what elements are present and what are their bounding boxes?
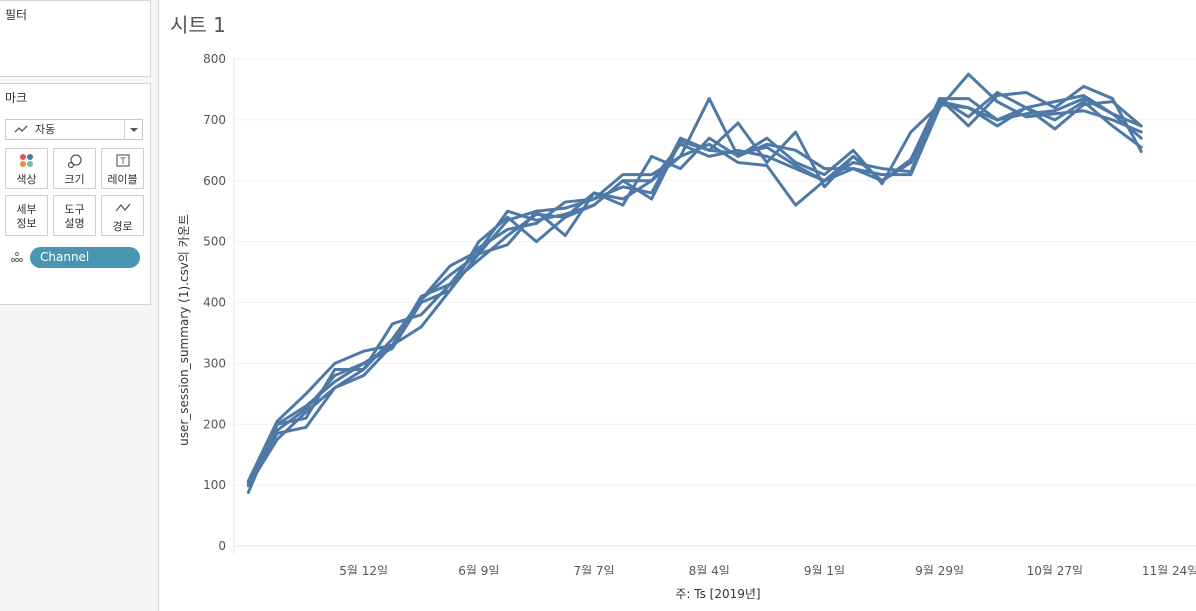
y-tick-label: 600 [203,174,226,188]
size-button-label: 크기 [64,173,85,186]
x-tick-label: 7월 7일 [573,564,614,575]
filters-title: 필터 [5,8,28,22]
label-button-label: 레이블 [107,173,138,186]
x-tick-label: 9월 29일 [915,564,964,575]
x-tick-label: 11월 24일 [1142,564,1196,575]
x-tick-label: 6월 9일 [458,564,499,575]
path-icon [115,203,131,212]
color-button-label: 색상 [16,173,37,186]
mark-type-dropdown[interactable]: 자동 [5,119,143,140]
y-tick-label: 100 [203,478,226,492]
line-chart: 0 100 200 300 400 500 600 700 800 5월 12일 6월 9일 7월 … [203,52,1196,575]
size-icon [67,154,82,169]
channel-pill[interactable]: Channel [30,247,140,268]
path-button-label: 경로 [112,220,133,233]
x-tick-label: 10월 27일 [1027,564,1083,575]
line-chart-icon [14,125,28,133]
x-tick-labels: 5월 12일 6월 9일 7월 7일 8월 4일 9월 1일 9월 29일 10월 27일 1… [339,564,1196,575]
path-button[interactable]: 경로 [101,195,144,236]
tooltip-button[interactable]: 도구 설명 [53,195,96,236]
tooltip-label-line2: 설명 [64,217,85,230]
marks-title: 마크 [5,91,28,105]
detail-label-line2: 정보 [16,217,37,230]
series-line-5[interactable] [246,97,1143,483]
series-line-3[interactable] [246,90,1143,485]
detail-shelf-row: Channel [10,247,145,268]
size-button[interactable]: 크기 [53,148,96,189]
x-tick-label: 8월 4일 [689,564,730,575]
y-axis-title-wrap: user_session_summary (1).csv의 카운트 [177,214,191,446]
y-axis-title: user_session_summary (1).csv의 카운트 [177,214,191,446]
y-tick-label: 700 [203,113,226,127]
y-tick-label: 200 [203,417,226,431]
label-button[interactable]: T 레이블 [101,148,144,189]
y-tick-label: 0 [218,539,226,553]
filters-card[interactable]: 필터 [0,0,151,77]
color-button[interactable]: 색상 [5,148,48,189]
sheet-title: 시트 1 [170,13,226,37]
grid-layer [233,58,1196,554]
y-tick-label: 400 [203,296,226,310]
left-panel: 필터 마크 자동 색상 크기 [0,0,159,611]
label-icon: T [116,154,130,167]
y-tick-label: 500 [203,235,226,249]
series-line-1[interactable] [246,72,1143,487]
tooltip-label-line1: 도구 [64,203,85,216]
detail-dots-icon [11,252,23,262]
tooltip-button-label: 도구 설명 [54,203,95,231]
x-axis-title: 주: Ts [2019년] [675,587,761,601]
svg-text:T: T [119,157,126,167]
series-line-4[interactable] [246,97,1143,488]
color-dots-icon [20,154,33,167]
detail-label-line1: 세부 [16,203,37,216]
y-tick-label: 300 [203,356,226,370]
series-lines [246,72,1143,494]
marks-card: 마크 자동 색상 크기 [0,83,151,305]
chevron-down-icon[interactable] [124,120,142,139]
mark-type-label: 자동 [35,123,56,136]
x-tick-label: 9월 1일 [804,564,845,575]
x-tick-label: 5월 12일 [339,564,388,575]
detail-button-label: 세부 정보 [6,203,47,231]
detail-button[interactable]: 세부 정보 [5,195,48,236]
y-tick-label: 800 [203,52,226,66]
y-tick-labels: 0 100 200 300 400 500 600 700 800 [203,52,226,553]
